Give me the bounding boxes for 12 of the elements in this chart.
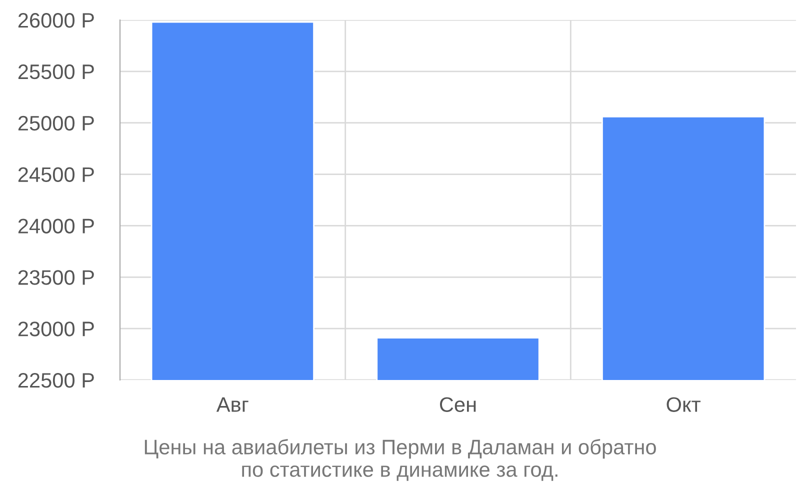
y-tick-label: 23500 Р — [18, 270, 94, 285]
x-tick-label: Сен — [440, 397, 476, 412]
y-tick-label: 25000 Р — [18, 116, 94, 131]
y-tick-label: 24000 Р — [18, 218, 94, 234]
y-tick-label: 24500 Р — [18, 167, 94, 182]
text: Цены на авиабилеты из Перми в Даламан и обратно по статистике в динамике за год. — [144, 438, 656, 481]
x-tick-label: Окт — [666, 397, 701, 412]
y-tick-label: 22500 Р — [18, 373, 94, 388]
x-tick-label: Авг — [216, 397, 248, 412]
y-tick-label: 25500 Р — [18, 64, 94, 80]
y-tick-label: 23000 Р — [18, 322, 94, 336]
y-tick-label: 26000 Р — [18, 13, 94, 28]
